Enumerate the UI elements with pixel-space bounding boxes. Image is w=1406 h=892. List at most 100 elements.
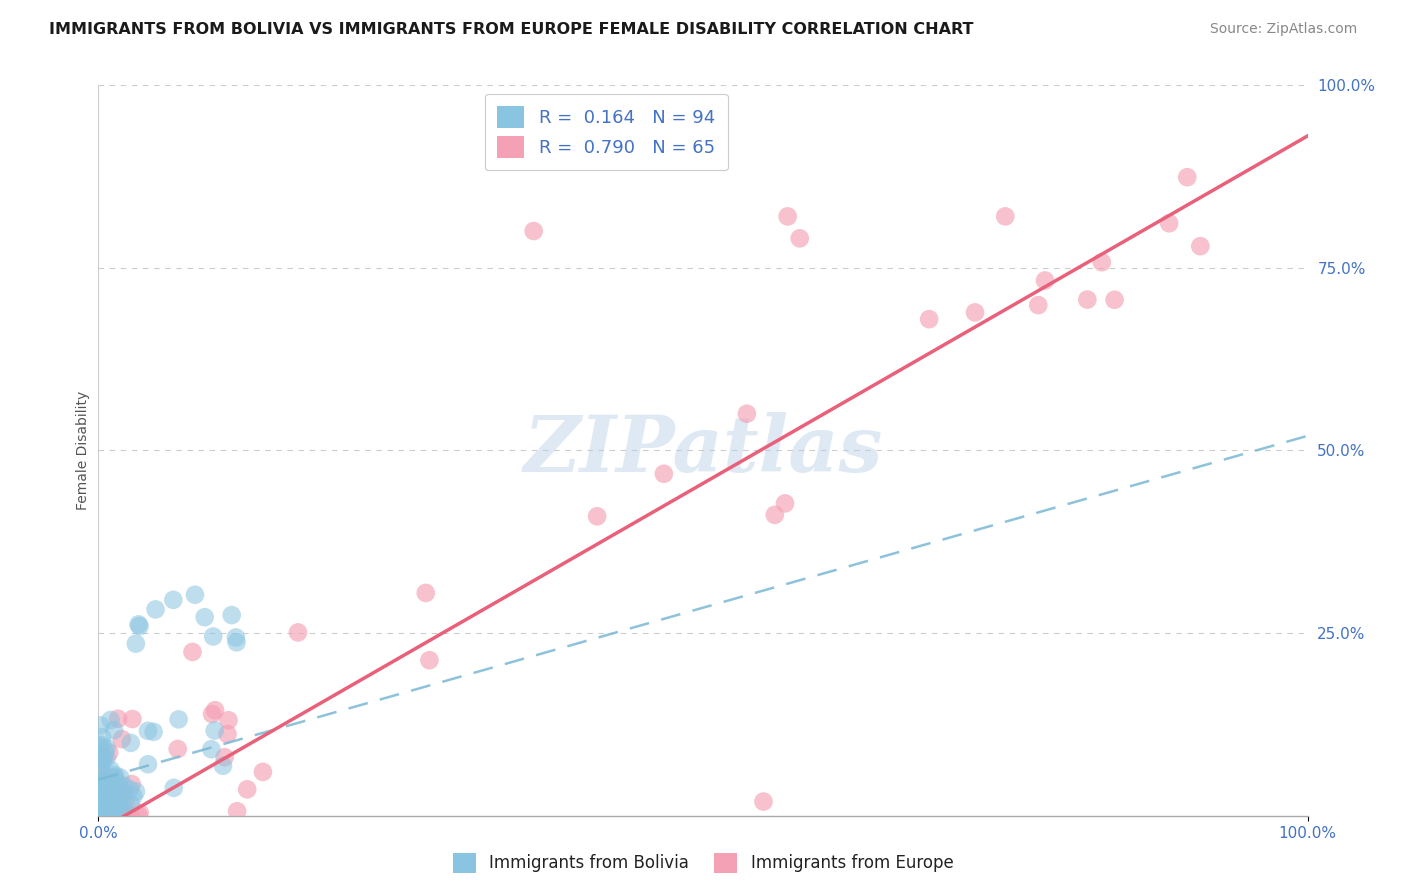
Point xyxy=(107,712,129,726)
Point xyxy=(204,703,226,717)
Point xyxy=(100,763,122,777)
Point xyxy=(91,808,114,822)
Point xyxy=(90,803,112,817)
Point xyxy=(98,808,121,822)
Point xyxy=(96,789,118,804)
Point xyxy=(96,808,118,822)
Point xyxy=(97,808,120,822)
Point xyxy=(96,807,118,822)
Point xyxy=(252,764,274,779)
Point xyxy=(91,808,114,822)
Point xyxy=(93,752,115,766)
Text: IMMIGRANTS FROM BOLIVIA VS IMMIGRANTS FROM EUROPE FEMALE DISABILITY CORRELATION : IMMIGRANTS FROM BOLIVIA VS IMMIGRANTS FR… xyxy=(49,22,974,37)
Point xyxy=(89,763,111,777)
Point xyxy=(226,804,249,818)
Point xyxy=(128,619,150,633)
Text: Source: ZipAtlas.com: Source: ZipAtlas.com xyxy=(1209,22,1357,37)
Point xyxy=(212,758,235,772)
Point xyxy=(752,795,775,809)
Point xyxy=(91,738,114,752)
Point xyxy=(105,797,128,811)
Point xyxy=(163,780,186,795)
Point xyxy=(100,802,122,816)
Point xyxy=(114,787,136,801)
Point xyxy=(103,770,125,784)
Legend: Immigrants from Bolivia, Immigrants from Europe: Immigrants from Bolivia, Immigrants from… xyxy=(446,847,960,880)
Point xyxy=(108,778,131,792)
Legend: R =  0.164   N = 94, R =  0.790   N = 65: R = 0.164 N = 94, R = 0.790 N = 65 xyxy=(485,94,728,170)
Point xyxy=(97,797,120,811)
Point xyxy=(121,777,143,791)
Point xyxy=(415,586,437,600)
Point xyxy=(90,808,112,822)
Point xyxy=(136,757,159,772)
Point xyxy=(87,808,110,822)
Point xyxy=(91,773,114,788)
Point xyxy=(96,806,118,821)
Point xyxy=(94,775,117,789)
Point xyxy=(89,808,111,822)
Point xyxy=(918,312,941,326)
Point xyxy=(93,780,115,795)
Point xyxy=(1076,293,1098,307)
Point xyxy=(89,807,111,822)
Point xyxy=(97,791,120,805)
Point xyxy=(103,808,125,822)
Point xyxy=(87,781,110,796)
Point xyxy=(98,786,121,800)
Point xyxy=(98,781,121,796)
Point xyxy=(167,712,190,726)
Point xyxy=(96,740,118,755)
Point xyxy=(97,806,120,821)
Point xyxy=(94,805,117,819)
Point xyxy=(115,808,138,822)
Point xyxy=(97,781,120,796)
Point xyxy=(201,707,224,722)
Point xyxy=(103,787,125,801)
Point xyxy=(136,723,159,738)
Point xyxy=(91,802,114,816)
Point xyxy=(87,775,110,789)
Point xyxy=(994,210,1017,224)
Point xyxy=(91,788,114,802)
Y-axis label: Female Disability: Female Disability xyxy=(76,391,90,510)
Point xyxy=(90,757,112,772)
Point xyxy=(214,750,236,764)
Point xyxy=(125,784,148,798)
Point xyxy=(287,625,309,640)
Point xyxy=(98,786,121,800)
Point xyxy=(100,713,122,727)
Point xyxy=(100,770,122,784)
Point xyxy=(89,797,111,811)
Point xyxy=(89,784,111,798)
Point xyxy=(1189,239,1212,253)
Point xyxy=(101,808,124,822)
Point xyxy=(120,736,142,750)
Point xyxy=(98,774,121,789)
Point xyxy=(217,727,239,741)
Point xyxy=(91,755,114,769)
Point xyxy=(789,231,811,245)
Point xyxy=(1091,255,1114,269)
Point xyxy=(184,588,207,602)
Point xyxy=(114,796,136,810)
Point xyxy=(586,509,609,524)
Point xyxy=(89,718,111,732)
Point xyxy=(652,467,675,481)
Point xyxy=(93,797,115,811)
Point xyxy=(105,774,128,789)
Point xyxy=(194,610,217,624)
Point xyxy=(111,732,134,747)
Point xyxy=(166,742,188,756)
Point xyxy=(111,803,134,817)
Point xyxy=(122,789,145,804)
Point xyxy=(94,792,117,806)
Point xyxy=(89,752,111,766)
Point xyxy=(112,801,135,815)
Point xyxy=(162,592,184,607)
Point xyxy=(94,745,117,759)
Point xyxy=(100,789,122,804)
Point xyxy=(1104,293,1126,307)
Point xyxy=(96,786,118,800)
Point xyxy=(128,617,150,632)
